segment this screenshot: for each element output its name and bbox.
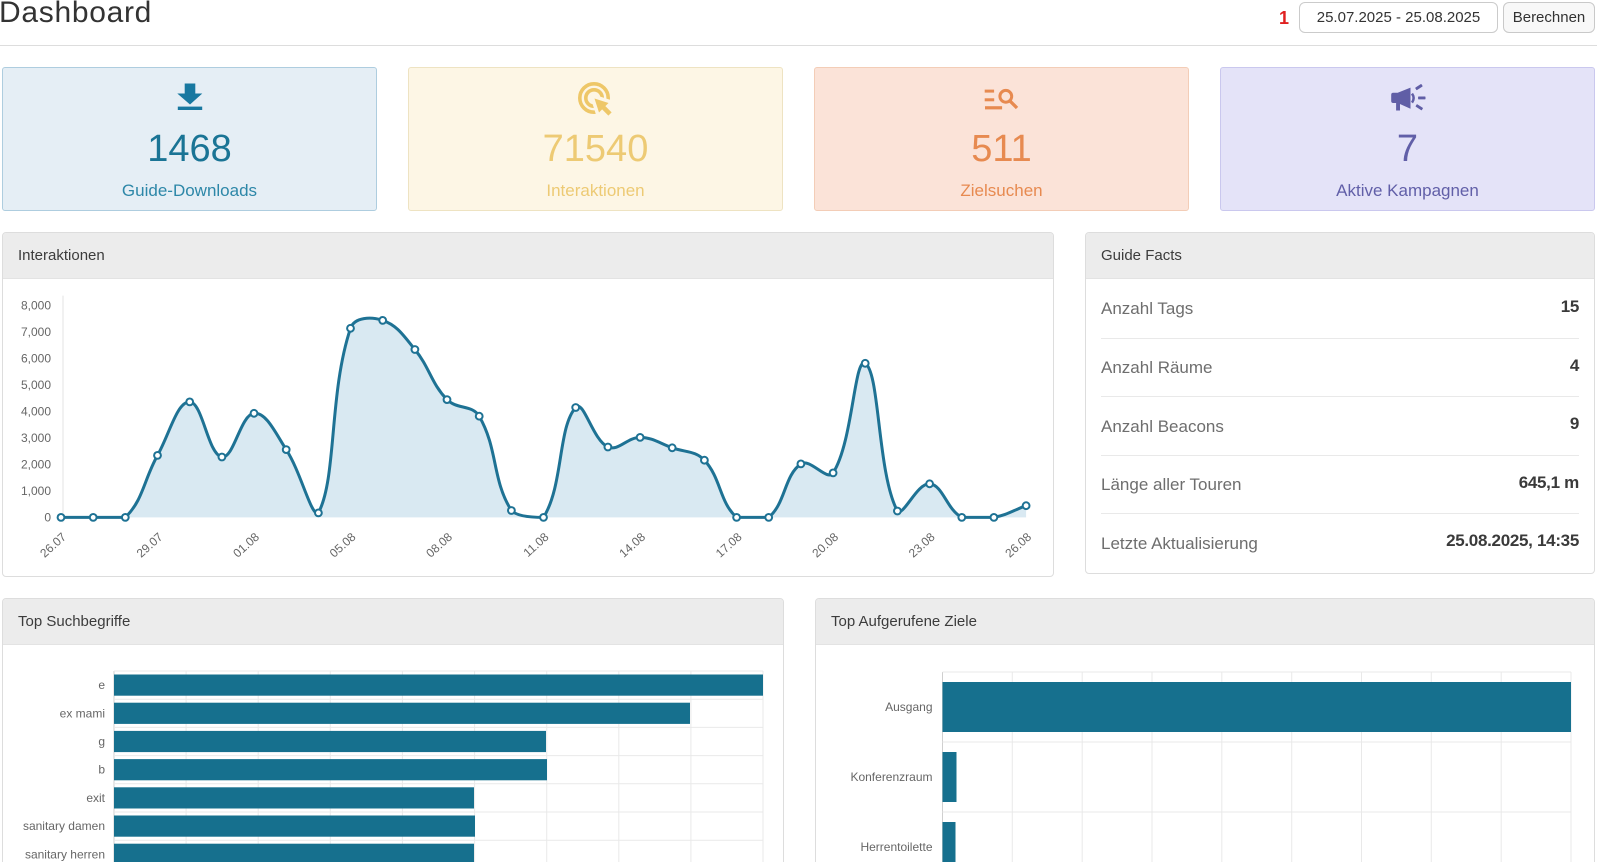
svg-text:26.08: 26.08 <box>1002 530 1034 561</box>
svg-text:sanitary damen: sanitary damen <box>23 819 105 833</box>
svg-text:14.08: 14.08 <box>616 530 648 561</box>
svg-text:08.08: 08.08 <box>423 530 455 561</box>
svg-text:7,000: 7,000 <box>21 325 51 339</box>
svg-text:26.07: 26.07 <box>37 530 69 561</box>
svg-text:23.08: 23.08 <box>906 530 938 561</box>
svg-text:01.08: 01.08 <box>230 530 262 561</box>
svg-text:e: e <box>98 678 105 692</box>
svg-text:17.08: 17.08 <box>713 530 745 561</box>
svg-text:4,000: 4,000 <box>21 405 51 419</box>
svg-text:Herrentoilette: Herrentoilette <box>860 840 932 854</box>
svg-text:29.07: 29.07 <box>134 530 166 561</box>
svg-text:b: b <box>98 763 105 777</box>
svg-text:g: g <box>98 735 105 749</box>
svg-text:20.08: 20.08 <box>809 530 841 561</box>
svg-text:5,000: 5,000 <box>21 378 51 392</box>
svg-text:2,000: 2,000 <box>21 457 51 471</box>
svg-text:8,000: 8,000 <box>21 299 51 313</box>
svg-text:3,000: 3,000 <box>21 431 51 445</box>
svg-text:ex mami: ex mami <box>60 706 105 720</box>
svg-text:1,000: 1,000 <box>21 484 51 498</box>
svg-text:0: 0 <box>44 510 51 524</box>
svg-text:sanitary herren: sanitary herren <box>25 847 105 861</box>
svg-text:Ausgang: Ausgang <box>885 700 932 714</box>
svg-text:6,000: 6,000 <box>21 352 51 366</box>
svg-text:exit: exit <box>86 791 105 805</box>
svg-text:11.08: 11.08 <box>520 530 551 560</box>
svg-text:Konferenzraum: Konferenzraum <box>850 770 932 784</box>
svg-text:05.08: 05.08 <box>327 530 359 561</box>
